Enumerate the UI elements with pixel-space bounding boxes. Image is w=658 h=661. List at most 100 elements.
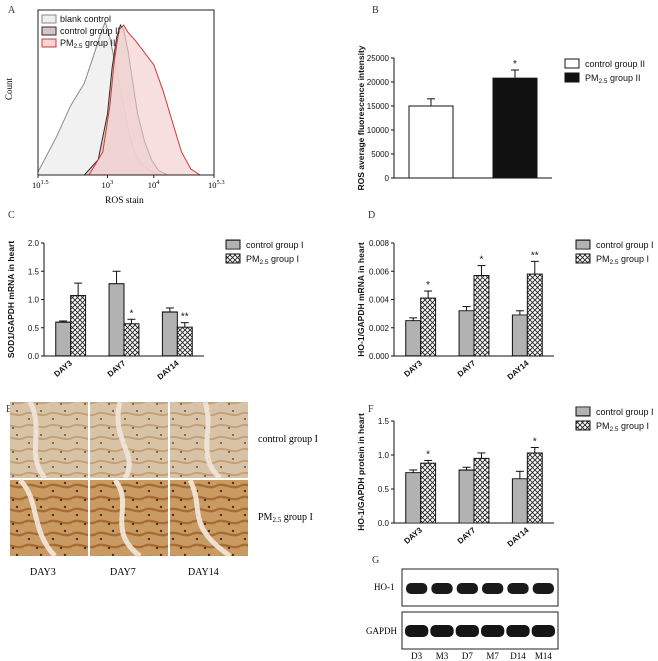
y-tick-label: 2.0 xyxy=(28,239,40,248)
histogram-curve-2 xyxy=(88,24,201,176)
histology-image-control-day3 xyxy=(10,402,88,478)
bar-0-1 xyxy=(108,283,125,357)
blot-band-gapdh xyxy=(430,625,454,637)
bar-chart-c: 0.0 0.5 1.0 1.5 2.0 SOD1/GAPDH mRNA in heart D… xyxy=(6,239,304,382)
bar-0-0 xyxy=(408,105,454,179)
panel-letter-f: F xyxy=(368,404,374,415)
blot-lane-label: D7 xyxy=(462,651,473,661)
bar-0-0 xyxy=(55,321,72,357)
histogram-legend-swatch-1 xyxy=(41,26,57,36)
western-blot: HO-1 GAPDH D3 M3 D7 M7 D14 M14 xyxy=(366,568,559,661)
blot-row-label-ho1: HO-1 xyxy=(374,582,395,592)
blot-row-label-gapdh: GAPDH xyxy=(366,626,398,636)
blot-bands xyxy=(405,583,555,637)
x-tick-label: DAY3 xyxy=(52,358,74,378)
legend-swatch-1 xyxy=(575,253,591,264)
blot-band-ho1 xyxy=(507,583,529,594)
significance-marker: ** xyxy=(181,312,189,323)
blot-band-ho1 xyxy=(482,583,504,594)
histology-col-label-day3: DAY3 xyxy=(30,567,56,578)
blot-lane-labels: D3 M3 D7 M7 D14 M14 xyxy=(411,651,552,661)
legend-label-0: control group I xyxy=(596,240,654,250)
y-tick-label: 0.5 xyxy=(378,485,390,494)
blot-band-gapdh xyxy=(531,625,555,637)
legend-label-0: control group I xyxy=(246,240,304,250)
legend-swatch-0 xyxy=(575,406,591,417)
bar-1-0 xyxy=(420,297,437,357)
histology-image-pm-day3 xyxy=(10,480,88,556)
blot-lane-label: D14 xyxy=(510,651,526,661)
blot-band-gapdh xyxy=(481,625,505,637)
y-tick-label: 0.002 xyxy=(369,324,390,333)
significance-marker: * xyxy=(130,308,134,319)
significance-marker: * xyxy=(480,255,484,266)
blot-box-ho1 xyxy=(401,568,559,607)
histogram-xtick-label: 101.5 xyxy=(32,179,49,190)
histogram-legend-swatch-2 xyxy=(41,38,57,48)
blot-band-gapdh xyxy=(405,625,429,637)
y-tick-label: 0.0 xyxy=(378,519,390,528)
y-tick-label: 0.0 xyxy=(28,352,40,361)
y-axis-label: HO-1/GAPDH protein in heart xyxy=(356,413,366,531)
y-axis-label: SOD1/GAPDH mRNA in heart xyxy=(6,241,16,358)
significance-marker: * xyxy=(513,59,517,70)
bar-1-2 xyxy=(176,326,193,357)
bar-0-0 xyxy=(405,472,422,524)
y-tick-label: 25000 xyxy=(367,54,390,63)
bar-1-1 xyxy=(123,323,140,357)
histology-row-label-pm: PM2.5 group I xyxy=(258,512,313,524)
blot-band-ho1 xyxy=(532,583,554,594)
blot-band-ho1 xyxy=(456,583,478,594)
histology-col-label-day7: DAY7 xyxy=(110,567,136,578)
histology-image-pm-day14 xyxy=(170,480,248,556)
blot-band-ho1 xyxy=(406,583,428,594)
histogram-a-xlabel: ROS stain xyxy=(105,196,144,206)
legend-label-0: control group I xyxy=(596,407,654,417)
bar-0-2 xyxy=(161,311,178,357)
bar-0-2 xyxy=(511,314,528,357)
histogram-a-ylabel: Count xyxy=(4,77,14,100)
histology-col-label-day14: DAY14 xyxy=(188,567,219,578)
blot-lane-label: M3 xyxy=(436,651,449,661)
y-tick-label: 1.5 xyxy=(378,417,390,426)
y-tick-label: 1.0 xyxy=(28,296,40,305)
y-tick-label: 0.004 xyxy=(369,296,390,305)
x-tick-label: DAY7 xyxy=(106,358,128,378)
y-tick-label: 5000 xyxy=(371,150,389,159)
x-tick-label: DAY7 xyxy=(456,525,478,545)
blot-lane-label: M7 xyxy=(486,651,499,661)
bar-0-2 xyxy=(511,478,528,524)
histology-row-label-control: control group I xyxy=(258,434,318,445)
legend-label-1: PM2.5 group I xyxy=(596,421,649,433)
bar-1-0 xyxy=(492,77,538,179)
legend-swatch-0 xyxy=(575,239,591,250)
legend-swatch-1 xyxy=(575,420,591,431)
panel-letter-b: B xyxy=(372,5,379,16)
legend-label-0: control group II xyxy=(585,59,645,69)
histogram-a-frame xyxy=(37,9,215,176)
histogram-a: blank control control group II PM2.5 group… xyxy=(4,9,225,206)
histogram-legend-label-0: blank control xyxy=(60,14,111,24)
panel-letter-c: C xyxy=(8,210,15,221)
y-tick-label: 0 xyxy=(385,174,390,183)
bar-1-0 xyxy=(420,462,437,524)
histogram-legend-swatch-0 xyxy=(41,14,57,24)
x-tick-label: DAY14 xyxy=(506,358,531,381)
y-tick-label: 1.5 xyxy=(28,267,40,276)
x-tick-label: DAY3 xyxy=(402,358,424,378)
bar-1-2 xyxy=(526,273,543,357)
histogram-a-xticks: 101.5 103 104 105.3 xyxy=(32,175,225,190)
y-tick-label: 15000 xyxy=(367,102,390,111)
y-tick-label: 0.008 xyxy=(369,239,390,248)
y-axis-label: ROS average fluorescence intensity xyxy=(356,45,366,190)
significance-marker: * xyxy=(426,280,430,291)
x-tick-label: DAY14 xyxy=(506,525,531,548)
blot-band-ho1 xyxy=(431,583,453,594)
histogram-legend-label-2: PM2.5 group II xyxy=(60,38,116,50)
blot-band-gapdh xyxy=(455,625,479,637)
y-tick-label: 0.000 xyxy=(369,352,390,361)
histogram-a-curves xyxy=(37,20,201,176)
x-tick-label: DAY14 xyxy=(156,358,181,381)
